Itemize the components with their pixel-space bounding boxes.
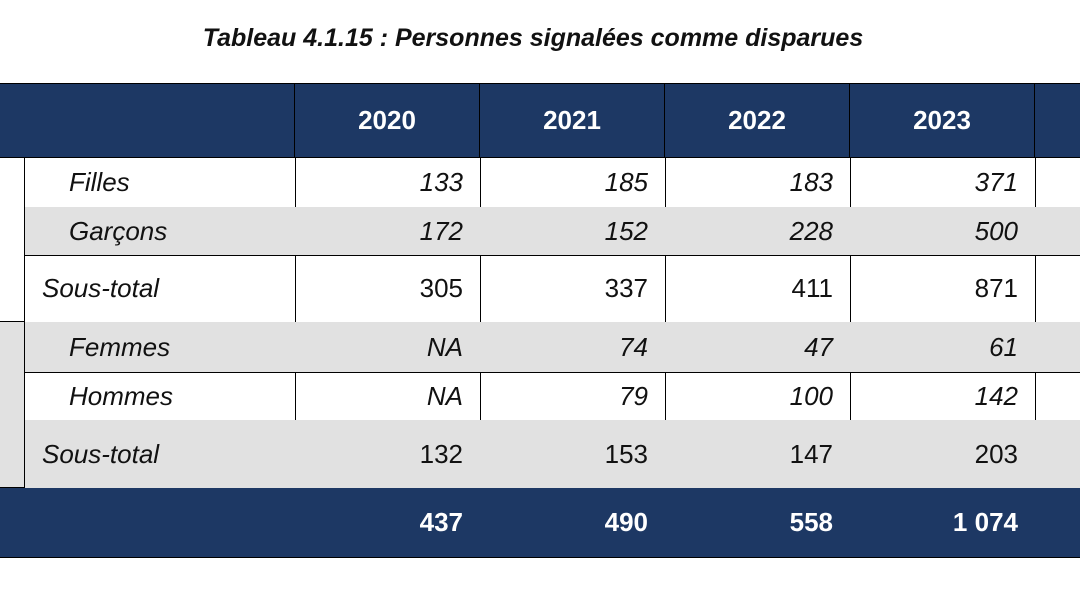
header-blank	[1035, 83, 1080, 158]
data-cell: 79	[480, 372, 666, 421]
data-cell-cut	[1035, 372, 1080, 421]
group-cell	[0, 157, 25, 322]
column-header: 2022	[665, 83, 850, 158]
data-cell: NA	[295, 322, 481, 373]
table-title: Tableau 4.1.15 : Personnes signalées com…	[202, 24, 864, 52]
data-cell: 185	[480, 157, 666, 208]
data-cell-cut	[1035, 207, 1080, 256]
data-cell: 142	[850, 372, 1036, 421]
group-cell	[0, 322, 25, 488]
data-cell-cut	[1035, 157, 1080, 208]
data-cell: 61	[850, 322, 1036, 373]
data-cell-cut	[1035, 420, 1080, 489]
data-cell: 183	[665, 157, 851, 208]
data-cell-cut	[1035, 322, 1080, 373]
row-label: Garçons	[25, 207, 296, 256]
data-cell: 871	[850, 255, 1036, 323]
total-cell: 558	[665, 488, 851, 558]
total-blank	[1035, 488, 1080, 558]
data-cell: 411	[665, 255, 851, 323]
total-cell: 1 074	[850, 488, 1036, 558]
data-cell: 100	[665, 372, 851, 421]
data-cell: 147	[665, 420, 851, 489]
total-cell: 437	[295, 488, 481, 558]
data-cell: 500	[850, 207, 1036, 256]
data-cell-cut	[1035, 255, 1080, 323]
data-cell: 153	[480, 420, 666, 489]
column-header: 2023	[850, 83, 1035, 158]
data-cell: 203	[850, 420, 1036, 489]
data-cell: 152	[480, 207, 666, 256]
row-label: Femmes	[25, 322, 296, 373]
data-cell: 305	[295, 255, 481, 323]
data-cell: 132	[295, 420, 481, 489]
data-cell: 172	[295, 207, 481, 256]
row-label: Hommes	[25, 372, 296, 421]
data-cell: 47	[665, 322, 851, 373]
column-header: 2020	[295, 83, 480, 158]
data-cell: 228	[665, 207, 851, 256]
row-label: Filles	[25, 157, 296, 208]
total-blank	[0, 488, 296, 558]
total-cell: 490	[480, 488, 666, 558]
column-header: 2021	[480, 83, 665, 158]
data-cell: 371	[850, 157, 1036, 208]
data-cell: 337	[480, 255, 666, 323]
row-label: Sous-total	[25, 420, 296, 489]
row-label: Sous-total	[25, 255, 296, 323]
data-cell: 74	[480, 322, 666, 373]
data-cell: 133	[295, 157, 481, 208]
data-cell: NA	[295, 372, 481, 421]
header-blank	[0, 83, 295, 158]
